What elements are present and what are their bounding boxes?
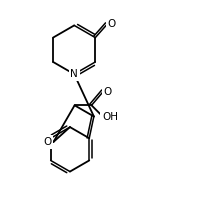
Text: N: N [70,69,78,79]
Text: OH: OH [102,112,118,122]
Text: O: O [103,87,112,97]
Text: O: O [43,137,52,147]
Text: O: O [107,20,116,29]
